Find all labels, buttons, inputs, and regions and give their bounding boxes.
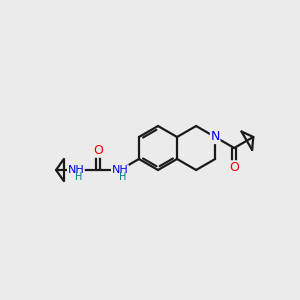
Text: O: O: [93, 144, 103, 157]
Text: H: H: [119, 172, 127, 182]
Text: NH: NH: [68, 165, 84, 175]
Text: H: H: [75, 172, 82, 182]
Text: O: O: [229, 161, 239, 174]
Text: N: N: [211, 130, 220, 143]
Text: NH: NH: [112, 165, 128, 175]
